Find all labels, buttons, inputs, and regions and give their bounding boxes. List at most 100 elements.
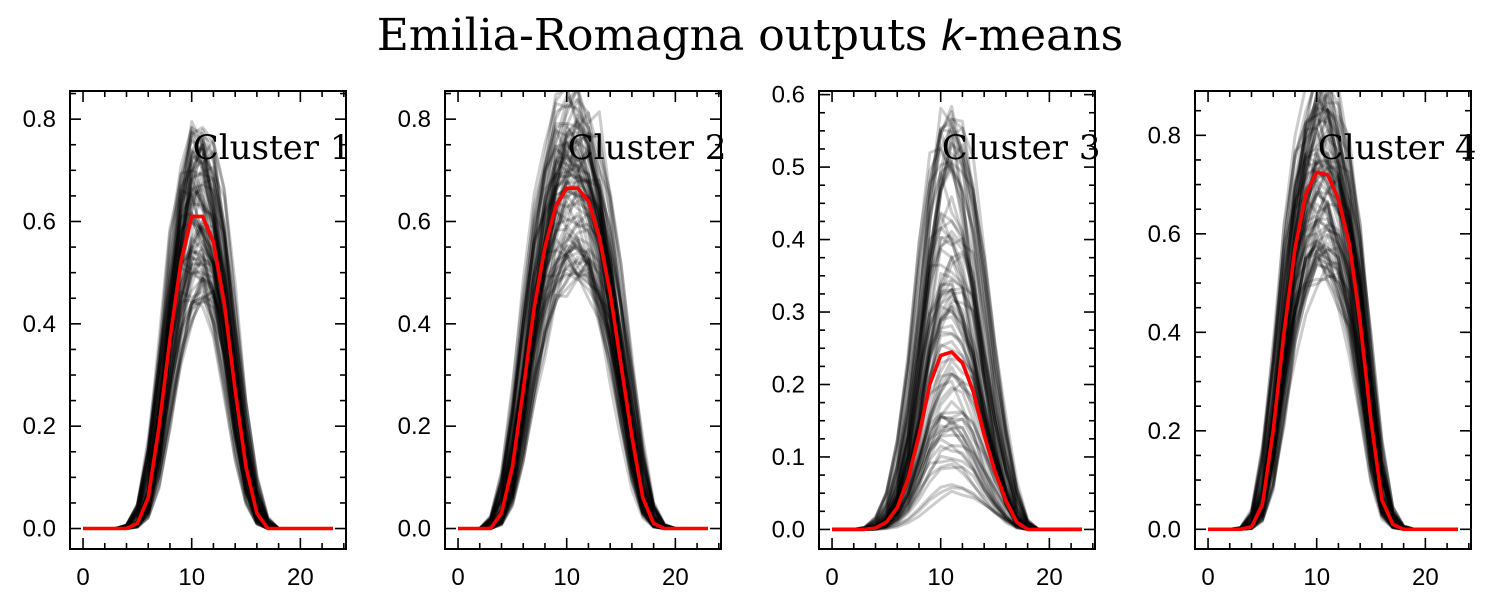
member-series-line: [83, 148, 333, 530]
member-series-line: [458, 180, 708, 530]
y-tick-label: 0.4: [1148, 319, 1181, 346]
plot-area: [458, 91, 708, 531]
y-tick-label: 0.1: [772, 444, 805, 471]
member-series-line: [1208, 263, 1458, 531]
member-series-line: [458, 91, 708, 530]
y-tick-label: 0.0: [23, 516, 56, 543]
x-tick-label: 10: [553, 564, 580, 591]
member-series-line: [458, 167, 708, 530]
x-tick-label: 20: [1412, 564, 1439, 591]
y-tick-label: 0.8: [23, 106, 56, 133]
y-tick-label: 0.0: [772, 516, 805, 543]
member-series-line: [83, 295, 333, 530]
y-tick-label: 0.4: [398, 311, 431, 338]
member-series-line: [83, 298, 333, 530]
member-series-line: [832, 357, 1082, 531]
member-series-line: [458, 236, 708, 530]
member-series-line: [83, 298, 333, 530]
member-series-line: [458, 113, 708, 530]
y-tick-label: 0.8: [1148, 122, 1181, 149]
member-series-line: [458, 247, 708, 530]
member-series-line: [458, 159, 708, 530]
axes-frame: [1194, 90, 1472, 550]
member-series-line: [458, 118, 708, 530]
x-tick-label: 0: [451, 564, 464, 591]
member-series-line: [458, 258, 708, 530]
centroid-line: [83, 214, 333, 531]
member-series-line: [832, 425, 1082, 531]
member-series-line: [832, 465, 1082, 531]
plot-area: [83, 119, 333, 531]
y-tick-label: 0.6: [1148, 221, 1181, 248]
y-tick-label: 0.8: [398, 106, 431, 133]
member-series-line: [458, 150, 708, 530]
member-series-line: [1208, 262, 1458, 531]
figure-title-suffix: -means: [963, 10, 1123, 61]
member-series-line: [458, 253, 708, 530]
member-series-line: [458, 228, 708, 530]
member-series-line: [458, 223, 708, 530]
member-series-line: [458, 179, 708, 530]
member-series-line: [458, 184, 708, 530]
x-tick-label: 10: [178, 564, 205, 591]
member-series-line: [458, 254, 708, 530]
member-series-line: [458, 98, 708, 530]
member-series-line: [458, 251, 708, 530]
subplot-grid: 0 10 20 0.0 0.2 0.4 0.6 0.8 Cluster 1 0 10 20 0.0 0.2…: [23, 82, 1477, 591]
member-series-line: [832, 462, 1082, 531]
subplot-1: 0 10 20 0.0 0.2 0.4 0.6 0.8 Cluster 1: [23, 90, 352, 591]
member-series-line: [832, 424, 1082, 531]
member-series-line: [1208, 156, 1458, 531]
member-series-line: [1208, 249, 1458, 531]
x-tick-label: 0: [825, 564, 838, 591]
member-series-line: [832, 379, 1082, 531]
cluster-label: Cluster 4: [1318, 128, 1477, 168]
y-tick-label: 0.3: [772, 299, 805, 326]
subplot-4: 0 10 20 0.0 0.2 0.4 0.6 0.8 Cluster 4: [1148, 90, 1477, 591]
member-series-line: [458, 257, 708, 530]
x-tick-label: 20: [1036, 564, 1063, 591]
y-tick-label: 0.2: [772, 371, 805, 398]
member-series-line: [83, 294, 333, 530]
member-series-line: [458, 265, 708, 530]
x-tick-label: 10: [1303, 564, 1330, 591]
x-tick-label: 10: [927, 564, 954, 591]
plot-area: [832, 104, 1082, 532]
centroid-line: [832, 350, 1082, 532]
member-series-line: [1208, 152, 1458, 531]
y-tick-label: 0.5: [772, 154, 805, 181]
member-series-line: [458, 215, 708, 530]
cluster-label: Cluster 2: [568, 128, 727, 168]
figure-title-k: k: [941, 11, 965, 60]
member-series-line: [1208, 262, 1458, 531]
y-tick-label: 0.4: [23, 311, 56, 338]
member-series-line: [458, 262, 708, 530]
x-tick-label: 0: [1201, 564, 1214, 591]
x-tick-label: 0: [76, 564, 89, 591]
y-tick-label: 0.0: [398, 516, 431, 543]
x-tick-label: 20: [662, 564, 689, 591]
member-series-line: [458, 126, 708, 530]
axes-frame: [444, 90, 722, 550]
member-series-line: [832, 195, 1082, 531]
figure-title: Emilia-Romagna outputs k-means: [377, 10, 1124, 61]
subplot-2: 0 10 20 0.0 0.2 0.4 0.6 0.8 Cluster 2: [398, 90, 727, 591]
member-series-line: [458, 267, 708, 530]
member-series-line: [832, 412, 1082, 531]
member-series-line: [83, 290, 333, 530]
axes-frame: [69, 90, 347, 550]
y-tick-label: 0.6: [23, 208, 56, 235]
x-tick-label: 20: [287, 564, 314, 591]
member-series-line: [83, 295, 333, 530]
member-series-line: [458, 180, 708, 530]
centroid-line: [1208, 170, 1458, 532]
member-series-line: [458, 255, 708, 530]
centroid-line: [458, 186, 708, 531]
member-series-line: [1208, 274, 1458, 531]
member-series-line: [83, 259, 333, 530]
member-series-line: [1208, 152, 1458, 531]
member-series-line: [832, 414, 1082, 531]
y-tick-label: 0.4: [772, 227, 805, 254]
y-tick-label: 0.2: [398, 413, 431, 440]
y-tick-label: 0.2: [23, 413, 56, 440]
